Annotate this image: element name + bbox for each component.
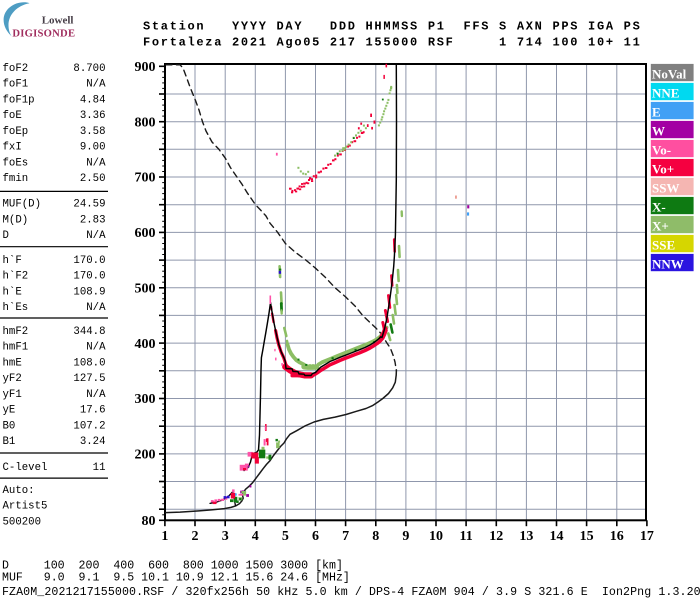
svg-text:N/A: N/A (86, 389, 106, 401)
svg-text:foEs: foEs (3, 157, 29, 169)
svg-text:24.59: 24.59 (73, 199, 105, 211)
svg-text:h`F: h`F (3, 254, 22, 267)
svg-text:X+: X+ (652, 219, 669, 234)
svg-text:foF1p: foF1p (3, 94, 35, 106)
svg-text:hmF2: hmF2 (3, 326, 29, 338)
svg-text:E: E (652, 105, 661, 120)
svg-text:1: 1 (161, 529, 168, 544)
svg-text:300: 300 (135, 392, 156, 407)
svg-text:Artist5: Artist5 (3, 501, 48, 513)
svg-text:yF2: yF2 (3, 373, 22, 385)
svg-text:127.5: 127.5 (73, 373, 105, 385)
svg-text:SSE: SSE (652, 238, 675, 253)
svg-text:900: 900 (135, 60, 156, 75)
svg-text:Auto:: Auto: (3, 485, 35, 497)
svg-text:h`Es: h`Es (3, 301, 29, 314)
svg-text:2.83: 2.83 (80, 214, 106, 226)
svg-text:7: 7 (342, 529, 349, 544)
svg-text:W: W (652, 124, 665, 139)
svg-text:170.0: 170.0 (73, 255, 105, 267)
svg-text:N/A: N/A (86, 302, 106, 314)
svg-text:15: 15 (580, 529, 594, 544)
svg-text:170.0: 170.0 (73, 271, 105, 283)
svg-text:N/A: N/A (86, 230, 106, 242)
svg-text:800: 800 (135, 115, 156, 130)
svg-text:D 100 200 400 600 800: D 100 200 400 600 800 1000 1500 3000 [km… (2, 560, 343, 573)
svg-text:NNE: NNE (652, 86, 679, 101)
svg-text:400: 400 (135, 337, 156, 352)
svg-text:4.84: 4.84 (80, 94, 106, 106)
svg-text:foF1: foF1 (3, 79, 29, 91)
svg-text:11: 11 (93, 462, 106, 474)
svg-text:fxI: fxI (3, 142, 22, 154)
svg-text:108.9: 108.9 (73, 286, 105, 298)
svg-text:yE: yE (3, 405, 16, 417)
svg-text:12: 12 (489, 529, 503, 544)
svg-text:Lowell: Lowell (42, 15, 74, 27)
svg-text:FZA0M_2021217155000.RSF / 320f: FZA0M_2021217155000.RSF / 320fx256h 50 k… (2, 586, 700, 599)
svg-text:500: 500 (135, 282, 156, 297)
svg-text:80: 80 (142, 514, 156, 529)
svg-text:h`F2: h`F2 (3, 270, 29, 283)
svg-text:2: 2 (192, 529, 199, 544)
svg-text:4: 4 (252, 529, 259, 544)
svg-text:8: 8 (372, 529, 379, 544)
svg-text:h`E: h`E (3, 285, 22, 298)
svg-text:14: 14 (550, 529, 564, 544)
svg-text:8.700: 8.700 (73, 63, 105, 75)
svg-text:B1: B1 (3, 436, 16, 448)
svg-text:SSW: SSW (652, 181, 679, 196)
svg-text:3: 3 (222, 529, 229, 544)
svg-text:16: 16 (610, 529, 624, 544)
svg-text:500200: 500200 (3, 516, 41, 528)
svg-text:700: 700 (135, 171, 156, 186)
svg-text:hmF1: hmF1 (3, 342, 29, 354)
svg-text:Station YYYY DAY DDD HHMMS: Station YYYY DAY DDD HHMMSS P1 FFS S AXN… (143, 19, 641, 33)
svg-text:MUF 9.0 9.1 9.5 10.1 10.9: MUF 9.0 9.1 9.5 10.1 10.9 12.1 15.6 24.6… (2, 572, 350, 585)
svg-text:M(D): M(D) (3, 214, 29, 226)
svg-text:foE: foE (3, 110, 22, 122)
svg-text:Fortaleza 2021 Ago05 217 15500: Fortaleza 2021 Ago05 217 155000 RSF 1 71… (143, 35, 641, 49)
svg-text:5: 5 (282, 529, 289, 544)
svg-text:N/A: N/A (86, 79, 106, 91)
svg-text:17.6: 17.6 (80, 405, 106, 417)
svg-text:3.24: 3.24 (80, 436, 106, 448)
svg-text:D: D (3, 230, 9, 242)
svg-text:13: 13 (519, 529, 533, 544)
svg-text:foEp: foEp (3, 126, 29, 138)
svg-text:6: 6 (312, 529, 319, 544)
svg-text:9: 9 (402, 529, 409, 544)
svg-text:200: 200 (135, 448, 156, 463)
svg-text:600: 600 (135, 226, 156, 241)
svg-text:fmin: fmin (3, 173, 29, 185)
svg-text:107.2: 107.2 (73, 420, 105, 432)
svg-text:Vo+: Vo+ (652, 162, 674, 177)
svg-text:Vo-: Vo- (652, 143, 671, 158)
svg-text:3.36: 3.36 (80, 110, 106, 122)
svg-text:2.50: 2.50 (80, 173, 106, 185)
svg-text:MUF(D): MUF(D) (3, 199, 41, 211)
svg-text:yF1: yF1 (3, 389, 22, 401)
svg-text:foF2: foF2 (3, 63, 29, 75)
svg-text:10: 10 (429, 529, 443, 544)
svg-text:344.8: 344.8 (73, 326, 105, 338)
svg-text:X-: X- (652, 200, 666, 215)
svg-text:DIGISONDE: DIGISONDE (12, 28, 75, 39)
svg-text:C-level: C-level (3, 462, 48, 474)
svg-text:17: 17 (640, 529, 654, 544)
svg-text:NoVal: NoVal (652, 67, 687, 82)
svg-text:11: 11 (459, 529, 472, 544)
svg-text:B0: B0 (3, 420, 16, 432)
svg-text:NNW: NNW (652, 257, 684, 272)
svg-text:3.58: 3.58 (80, 126, 106, 138)
svg-text:hmE: hmE (3, 357, 22, 369)
svg-text:N/A: N/A (86, 157, 106, 169)
svg-text:N/A: N/A (86, 342, 106, 354)
svg-text:108.0: 108.0 (73, 357, 105, 369)
svg-text:9.00: 9.00 (80, 142, 106, 154)
